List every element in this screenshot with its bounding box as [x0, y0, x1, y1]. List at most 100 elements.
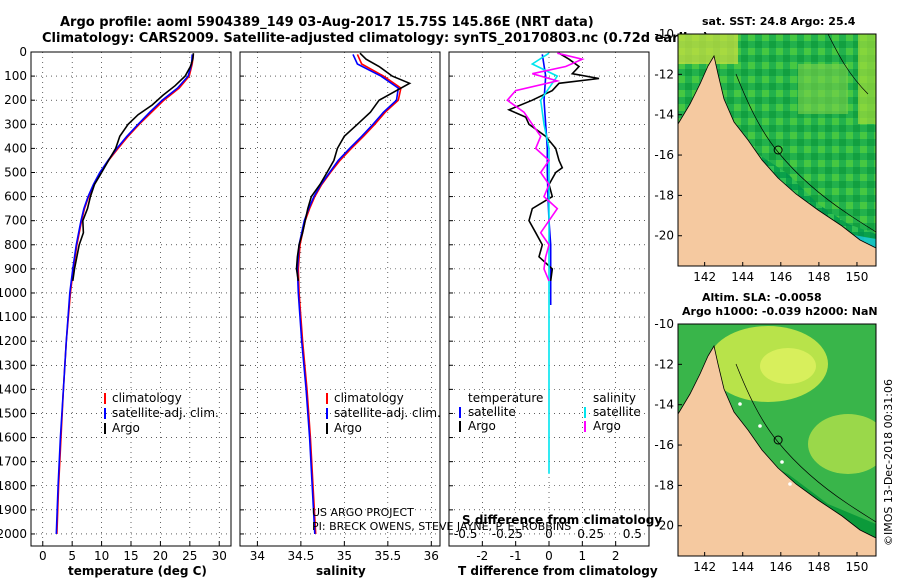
legend-sal-satellite: satellite — [593, 405, 641, 419]
x-tick-label: 36 — [424, 549, 439, 563]
sla-map-panel: Altim. SLA: -0.0058 Argo h1000: -0.039 h… — [654, 291, 878, 574]
map-lon-label: 148 — [807, 560, 830, 574]
difference-panel: -2 -1 0 1 2 T difference from climatology S … — [448, 51, 662, 578]
salinity-x-label: salinity — [316, 564, 366, 578]
s-diff-tick-label: -0.25 — [492, 527, 523, 541]
s-difference-ticks: -0.5 -0.25 0 0.25 0.5 — [454, 527, 642, 541]
depth-tick-label: 400 — [4, 141, 27, 155]
map-lon-label: 150 — [846, 270, 869, 284]
x-tick-label: 10 — [94, 549, 109, 563]
sla-map-subtitle: Argo h1000: -0.039 h2000: NaN — [682, 305, 878, 318]
series-line-salinity-argo — [506, 52, 585, 282]
map-lat-label: -12 — [654, 357, 674, 371]
depth-tick-label: 800 — [4, 238, 27, 252]
legend-marker-climatology — [104, 393, 106, 404]
series-line-satellite-adj-clim- — [296, 54, 400, 535]
depth-tick-label: 500 — [4, 165, 27, 179]
salinity-lines — [295, 52, 412, 535]
s-diff-tick-label: 0.25 — [577, 527, 604, 541]
legend-sal-argo: Argo — [593, 419, 621, 433]
sst-map-frame — [677, 33, 877, 267]
map-lon-label: 146 — [769, 560, 792, 574]
reef-contour — [735, 363, 876, 523]
temperature-panel: 0 5 10 15 20 25 30 temperature (deg C) climato… — [30, 51, 232, 578]
float-dot — [788, 482, 792, 486]
series-line-argo — [295, 52, 412, 282]
legend-header-salinity: salinity — [593, 391, 636, 405]
x-tick-label: 20 — [153, 549, 168, 563]
map-lat-label: -16 — [654, 148, 674, 162]
x-tick-label: 0 — [39, 549, 47, 563]
map-lat-label: -10 — [654, 27, 674, 41]
legend-marker-temp-satellite — [459, 407, 461, 418]
legend-marker-argo — [326, 423, 328, 434]
temperature-x-ticks: 0 5 10 15 20 25 30 — [39, 541, 227, 563]
salinity-plot-frame — [239, 51, 441, 547]
depth-tick-label: 1300 — [0, 358, 27, 372]
map-lat-label: -16 — [654, 438, 674, 452]
map-lon-label: 144 — [731, 560, 754, 574]
s-diff-tick-label: -0.5 — [454, 527, 477, 541]
depth-tick-label: 900 — [4, 262, 27, 276]
depth-tick-label: 1100 — [0, 310, 27, 324]
legend-argo: Argo — [112, 421, 140, 435]
reef-contour — [827, 34, 869, 95]
sla-map-frame — [677, 323, 877, 557]
x-tick-label: 30 — [212, 549, 227, 563]
difference-lines — [506, 52, 600, 474]
depth-tick-label: 1400 — [0, 382, 27, 396]
series-line-climatology — [297, 54, 402, 535]
sst-map-panel: sat. SST: 24.8 Argo: 25.4 — [654, 15, 877, 284]
sst-warm-patch — [798, 64, 848, 114]
x-tick-label: 1 — [579, 549, 587, 563]
imos-credit: ©IMOS 13-Dec-2018 00:31:06 — [882, 379, 895, 546]
depth-tick-label: 1700 — [0, 455, 27, 469]
depth-tick-label: 300 — [4, 117, 27, 131]
map-lat-label: -12 — [654, 67, 674, 81]
map-lon-label: 146 — [769, 270, 792, 284]
x-tick-label: 34.5 — [288, 549, 315, 563]
sst-map-title: sat. SST: 24.8 Argo: 25.4 — [702, 15, 856, 28]
legend-marker-temp-argo — [459, 421, 461, 432]
salinity-legend: climatology satellite-adj. clim. Argo — [326, 391, 441, 435]
title-line-2: Climatology: CARS2009. Satellite-adjuste… — [42, 31, 709, 46]
land-coastline — [678, 54, 876, 266]
legend-argo: Argo — [334, 421, 362, 435]
reef-contour — [735, 73, 876, 233]
argo-float-position-marker — [773, 435, 783, 445]
depth-tick-label: 1600 — [0, 431, 27, 445]
depth-tick-label: 1500 — [0, 406, 27, 420]
depth-tick-label: 1800 — [0, 479, 27, 493]
pi-credit: PI: BRECK OWENS, STEVE JAYNE, P. E. ROBB… — [312, 520, 571, 533]
x-tick-label: -1 — [510, 549, 522, 563]
argo-float-position-marker — [773, 145, 783, 155]
series-line-salinity-satellite — [530, 52, 559, 474]
map-lat-label: -18 — [654, 478, 674, 492]
legend-marker-satellite — [326, 408, 328, 419]
s-diff-tick-label: 0 — [545, 527, 553, 541]
map-lon-label: 142 — [693, 560, 716, 574]
legend-marker-sal-argo — [584, 421, 586, 432]
salinity-panel: 34 34.5 35 35.5 36 salinity climatology sate… — [239, 51, 571, 578]
difference-legend: temperature salinity satellite Argo sate… — [459, 391, 641, 433]
sst-warm-patch — [678, 34, 738, 64]
land-coastline — [678, 344, 876, 556]
sla-map — [678, 324, 876, 556]
x-tick-label: 34 — [250, 549, 265, 563]
series-line-climatology — [56, 54, 195, 535]
depth-tick-label: 1900 — [0, 503, 27, 517]
legend-marker-sal-satellite — [584, 407, 586, 418]
map-lat-label: -20 — [654, 519, 674, 533]
legend-marker-climatology — [326, 393, 328, 404]
legend-temp-satellite: satellite — [468, 405, 516, 419]
sst-map-ticks: 142 144 146 148 150 -10 -12 -14 -16 -18 -20 — [654, 27, 868, 284]
map-lat-label: -10 — [654, 317, 674, 331]
salinity-grid — [240, 51, 440, 546]
legend-marker-argo — [104, 423, 106, 434]
title-line-1: Argo profile: aoml 5904389_149 03-Aug-20… — [60, 15, 594, 30]
temperature-plot-frame — [30, 51, 232, 547]
s-diff-tick-label: 0.5 — [623, 527, 642, 541]
sst-warm-patch — [858, 34, 876, 124]
sla-high-anomaly — [808, 414, 876, 474]
